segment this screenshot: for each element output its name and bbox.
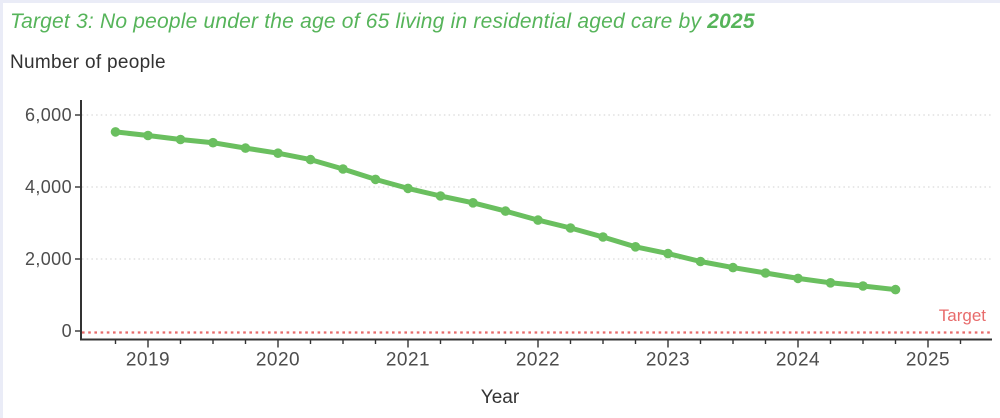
data-point[interactable] bbox=[273, 148, 283, 158]
data-point[interactable] bbox=[468, 198, 478, 208]
data-point[interactable] bbox=[338, 164, 348, 174]
x-axis-title: Year bbox=[480, 387, 520, 408]
x-tick-label: 2022 bbox=[516, 350, 560, 371]
data-point[interactable] bbox=[858, 281, 868, 291]
data-point[interactable] bbox=[403, 183, 413, 194]
x-tick-label: 2021 bbox=[386, 350, 430, 371]
data-point[interactable] bbox=[175, 134, 186, 145]
chart-title-year: 2025 bbox=[707, 10, 755, 33]
data-point[interactable] bbox=[695, 256, 706, 267]
data-point[interactable] bbox=[890, 284, 901, 295]
chart-title: Target 3: No people under the age of 65 … bbox=[10, 10, 755, 34]
data-point[interactable] bbox=[208, 137, 218, 148]
y-tick-label: 4,000 bbox=[25, 177, 72, 197]
y-tick-label: 2,000 bbox=[25, 249, 72, 269]
data-point[interactable] bbox=[663, 248, 673, 259]
data-point[interactable] bbox=[110, 127, 121, 137]
data-point[interactable] bbox=[240, 143, 251, 153]
data-point[interactable] bbox=[435, 191, 446, 201]
x-tick-label: 2024 bbox=[776, 350, 820, 371]
data-point[interactable] bbox=[793, 273, 803, 284]
y-axis-title: Number of people bbox=[10, 52, 166, 73]
x-tick-label: 2020 bbox=[256, 350, 300, 371]
data-point[interactable] bbox=[598, 232, 608, 242]
data-point[interactable] bbox=[630, 242, 641, 252]
data-point[interactable] bbox=[500, 206, 511, 216]
data-point[interactable] bbox=[728, 262, 738, 273]
panel-edge-left bbox=[0, 0, 3, 418]
y-tick-label: 6,000 bbox=[25, 105, 72, 125]
data-point[interactable] bbox=[533, 215, 543, 225]
data-point[interactable] bbox=[305, 154, 316, 165]
data-point[interactable] bbox=[370, 174, 381, 185]
data-point[interactable] bbox=[565, 223, 576, 233]
data-point[interactable] bbox=[760, 268, 771, 278]
x-tick-label: 2019 bbox=[126, 350, 170, 371]
y-tick-label: 0 bbox=[62, 321, 72, 341]
data-point[interactable] bbox=[825, 278, 836, 288]
chart-title-text: Target 3: No people under the age of 65 … bbox=[10, 10, 708, 33]
target-line-label: Target bbox=[938, 306, 986, 325]
x-tick-label: 2023 bbox=[646, 350, 690, 371]
x-tick-label: 2025 bbox=[906, 350, 950, 371]
data-point[interactable] bbox=[143, 130, 153, 141]
panel-edge-top bbox=[0, 0, 1000, 3]
